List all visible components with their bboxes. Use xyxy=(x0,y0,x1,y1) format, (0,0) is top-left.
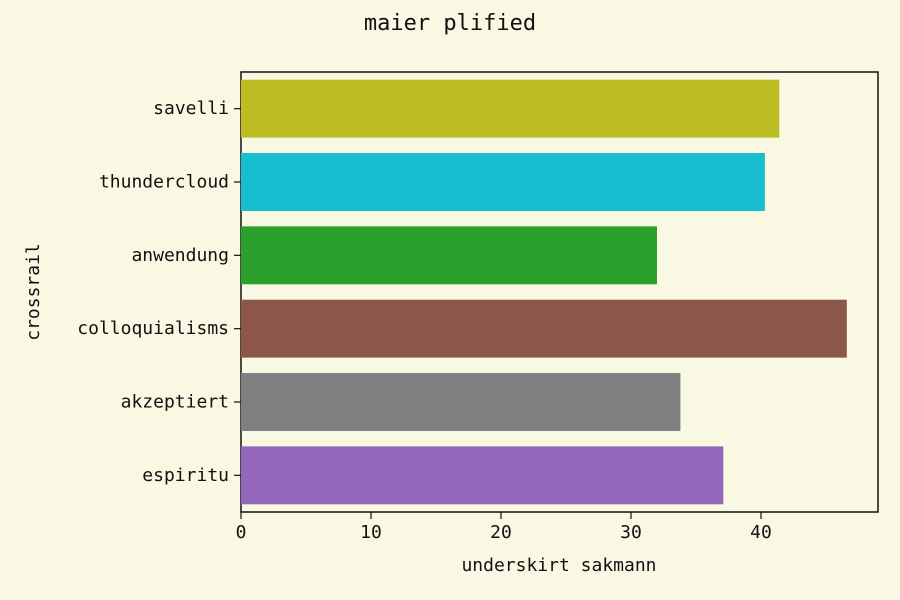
x-tick-label: 20 xyxy=(490,522,512,543)
y-axis: savelli thundercloud anwendung colloquialis… xyxy=(77,98,241,486)
x-tick-label: 40 xyxy=(750,522,772,543)
x-axis-label: underskirt sakmann xyxy=(461,555,656,576)
y-tick-label: akzeptiert xyxy=(121,392,229,413)
bar-anwendung xyxy=(241,226,657,285)
y-tick-label: colloquialisms xyxy=(77,318,229,339)
bar-thundercloud xyxy=(241,153,765,211)
plot-area xyxy=(240,71,879,513)
y-tick-label: thundercloud xyxy=(99,172,229,193)
y-tick-label: espiritu xyxy=(142,465,229,486)
x-axis: 0 10 20 30 40 xyxy=(236,512,772,543)
y-tick-label: anwendung xyxy=(131,245,229,266)
chart-title: maier plified xyxy=(364,11,536,36)
bars-group xyxy=(241,79,847,505)
bar-colloquialisms xyxy=(241,299,847,358)
bar-savelli xyxy=(241,79,780,138)
x-tick-label: 10 xyxy=(360,522,382,543)
y-tick-label: savelli xyxy=(153,98,229,119)
bar-akzeptiert xyxy=(241,373,681,431)
bar-espiritu xyxy=(241,446,724,505)
x-tick-label: 0 xyxy=(236,522,247,543)
y-axis-label: crossrail xyxy=(23,243,44,341)
x-tick-label: 30 xyxy=(620,522,642,543)
